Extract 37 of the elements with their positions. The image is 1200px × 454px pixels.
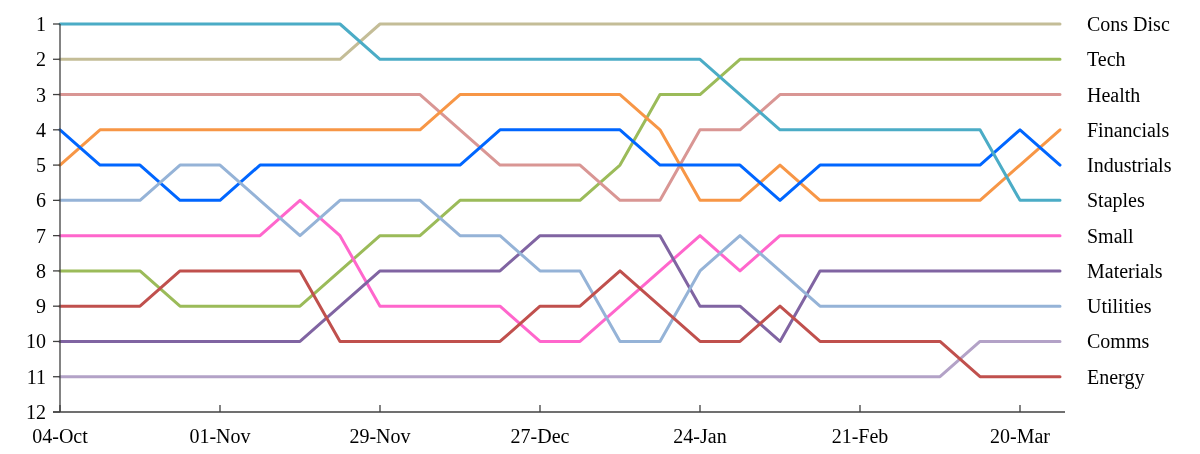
y-tick-label: 11 [26, 365, 46, 388]
line-series [58, 93, 1062, 202]
series-label: Health [1087, 83, 1141, 106]
y-tick-label: 3 [36, 83, 46, 106]
series-label: Cons Disc [1087, 13, 1170, 35]
series-label: Materials [1087, 259, 1163, 282]
series-label: Financials [1087, 118, 1170, 141]
series-label: Utilities [1087, 295, 1152, 318]
y-tick-label: 9 [36, 295, 46, 318]
y-tick-label: 10 [26, 330, 46, 353]
series-label: Industrials [1087, 154, 1172, 177]
line-series [58, 57, 1062, 308]
y-tick-label: 6 [36, 189, 46, 212]
series-label: Energy [1087, 365, 1145, 389]
x-tick-label: 27-Dec [510, 425, 570, 447]
x-tick-label: 21-Feb [831, 425, 889, 447]
line-series [58, 22, 1062, 202]
series-label: Tech [1087, 48, 1126, 71]
x-tick-label: 01-Nov [189, 425, 251, 447]
x-tick-label: 20-Mar [990, 425, 1051, 447]
y-tick-label: 2 [36, 48, 46, 71]
x-tick-label: 29-Nov [349, 425, 411, 447]
line-series [58, 163, 1062, 343]
series-label: Comms [1087, 330, 1150, 353]
y-tick-label: 7 [36, 224, 46, 247]
line-series [58, 269, 1062, 379]
y-tick-label: 5 [36, 154, 46, 177]
x-tick-label: 24-Jan [673, 425, 727, 447]
y-tick-label: 8 [36, 259, 46, 282]
line-series [58, 198, 1062, 343]
y-tick-label: 1 [36, 13, 46, 35]
y-tick-label: 12 [26, 401, 46, 423]
line-series [58, 234, 1062, 343]
y-tick-label: 4 [36, 118, 46, 141]
x-tick-label: 04-Oct [32, 425, 89, 447]
series-label: Staples [1087, 189, 1145, 213]
series-label: Small [1087, 224, 1135, 247]
